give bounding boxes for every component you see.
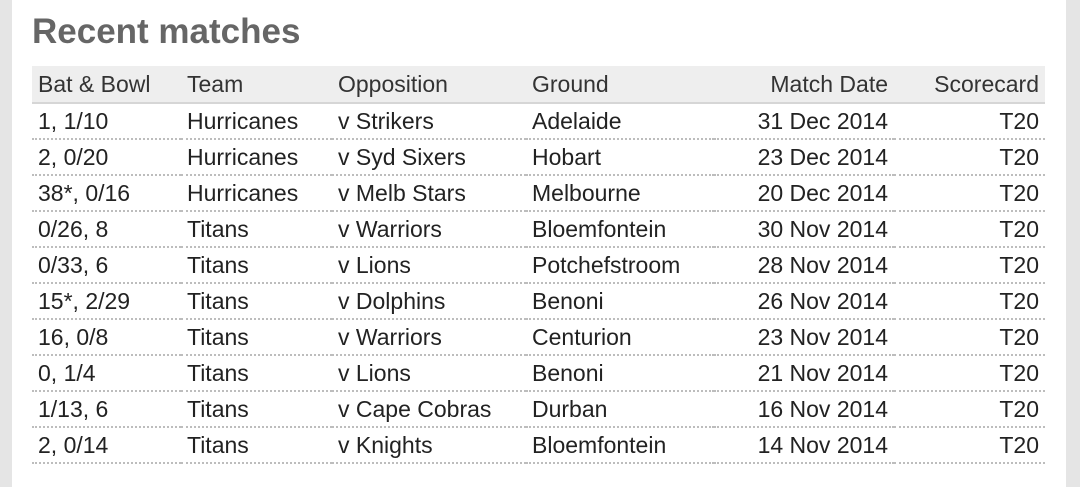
header-opposition: Opposition: [332, 66, 526, 104]
opposition-link[interactable]: v Dolphins: [332, 283, 526, 320]
match-date-link[interactable]: 26 Nov 2014: [714, 283, 894, 320]
opposition-link[interactable]: v Warriors: [332, 211, 526, 248]
team-link[interactable]: Hurricanes: [181, 175, 332, 212]
opposition-link[interactable]: v Lions: [332, 247, 526, 284]
ground-link[interactable]: Centurion: [526, 319, 714, 356]
scorecard-link[interactable]: T20: [894, 175, 1045, 212]
ground-link[interactable]: Durban: [526, 391, 714, 428]
section-title: Recent matches: [32, 12, 301, 51]
table-row: 0, 1/4 Titans v Lions Benoni 21 Nov 2014 T20: [32, 355, 1045, 392]
table-row: 2, 0/20 Hurricanes v Syd Sixers Hobart 23 De…: [32, 139, 1045, 176]
bat-bowl-cell: 0/33, 6: [32, 247, 181, 284]
scorecard-link[interactable]: T20: [894, 211, 1045, 248]
scorecard-link[interactable]: T20: [894, 391, 1045, 428]
scorecard-link[interactable]: T20: [894, 139, 1045, 176]
header-scorecard: Scorecard: [894, 66, 1045, 104]
table-row: 1, 1/10 Hurricanes v Strikers Adelaide 31 De…: [32, 103, 1045, 140]
match-date-link[interactable]: 14 Nov 2014: [714, 427, 894, 464]
team-link[interactable]: Titans: [181, 319, 332, 356]
table-row: 15*, 2/29 Titans v Dolphins Benoni 26 Nov 20…: [32, 283, 1045, 320]
match-date-link[interactable]: 28 Nov 2014: [714, 247, 894, 284]
bat-bowl-cell: 1/13, 6: [32, 391, 181, 428]
table-row: 2, 0/14 Titans v Knights Bloemfontein 14 Nov…: [32, 427, 1045, 464]
bat-bowl-cell: 0/26, 8: [32, 211, 181, 248]
bat-bowl-cell: 16, 0/8: [32, 319, 181, 356]
team-link[interactable]: Titans: [181, 211, 332, 248]
team-link[interactable]: Hurricanes: [181, 103, 332, 140]
team-link[interactable]: Titans: [181, 247, 332, 284]
table-row: 0/33, 6 Titans v Lions Potchefstroom 28 Nov …: [32, 247, 1045, 284]
bat-bowl-cell: 0, 1/4: [32, 355, 181, 392]
table-header-row: Bat & Bowl Team Opposition Ground Match …: [32, 66, 1045, 104]
header-ground: Ground: [526, 66, 714, 104]
opposition-link[interactable]: v Knights: [332, 427, 526, 464]
table-body: 1, 1/10 Hurricanes v Strikers Adelaide 31 De…: [32, 103, 1045, 464]
bat-bowl-cell: 2, 0/14: [32, 427, 181, 464]
team-link[interactable]: Titans: [181, 283, 332, 320]
ground-link[interactable]: Melbourne: [526, 175, 714, 212]
header-bat-bowl: Bat & Bowl: [32, 66, 181, 104]
ground-link[interactable]: Bloemfontein: [526, 427, 714, 464]
ground-link[interactable]: Potchefstroom: [526, 247, 714, 284]
opposition-link[interactable]: v Melb Stars: [332, 175, 526, 212]
team-link[interactable]: Titans: [181, 355, 332, 392]
scorecard-link[interactable]: T20: [894, 103, 1045, 140]
bat-bowl-cell: 2, 0/20: [32, 139, 181, 176]
opposition-link[interactable]: v Warriors: [332, 319, 526, 356]
scorecard-link[interactable]: T20: [894, 319, 1045, 356]
match-date-link[interactable]: 23 Nov 2014: [714, 319, 894, 356]
team-link[interactable]: Titans: [181, 391, 332, 428]
bat-bowl-cell: 15*, 2/29: [32, 283, 181, 320]
ground-link[interactable]: Adelaide: [526, 103, 714, 140]
match-date-link[interactable]: 20 Dec 2014: [714, 175, 894, 212]
match-date-link[interactable]: 16 Nov 2014: [714, 391, 894, 428]
header-team: Team: [181, 66, 332, 104]
recent-matches-card: Recent matches Bat & Bowl Team Oppositio…: [12, 0, 1066, 487]
table-row: 38*, 0/16 Hurricanes v Melb Stars Melbourne…: [32, 175, 1045, 212]
table-row: 0/26, 8 Titans v Warriors Bloemfontein 30 No…: [32, 211, 1045, 248]
ground-link[interactable]: Benoni: [526, 355, 714, 392]
opposition-link[interactable]: v Cape Cobras: [332, 391, 526, 428]
bat-bowl-cell: 1, 1/10: [32, 103, 181, 140]
match-date-link[interactable]: 23 Dec 2014: [714, 139, 894, 176]
table-row: 16, 0/8 Titans v Warriors Centurion 23 Nov 2…: [32, 319, 1045, 356]
opposition-link[interactable]: v Strikers: [332, 103, 526, 140]
opposition-link[interactable]: v Lions: [332, 355, 526, 392]
ground-link[interactable]: Bloemfontein: [526, 211, 714, 248]
header-match-date: Match Date: [714, 66, 894, 104]
match-date-link[interactable]: 31 Dec 2014: [714, 103, 894, 140]
ground-link[interactable]: Benoni: [526, 283, 714, 320]
scorecard-link[interactable]: T20: [894, 355, 1045, 392]
match-date-link[interactable]: 30 Nov 2014: [714, 211, 894, 248]
scorecard-link[interactable]: T20: [894, 247, 1045, 284]
table-row: 1/13, 6 Titans v Cape Cobras Durban 16 Nov 2…: [32, 391, 1045, 428]
bat-bowl-cell: 38*, 0/16: [32, 175, 181, 212]
team-link[interactable]: Hurricanes: [181, 139, 332, 176]
scorecard-link[interactable]: T20: [894, 427, 1045, 464]
match-date-link[interactable]: 21 Nov 2014: [714, 355, 894, 392]
ground-link[interactable]: Hobart: [526, 139, 714, 176]
team-link[interactable]: Titans: [181, 427, 332, 464]
scorecard-link[interactable]: T20: [894, 283, 1045, 320]
recent-matches-table: Bat & Bowl Team Opposition Ground Match …: [32, 66, 1045, 464]
opposition-link[interactable]: v Syd Sixers: [332, 139, 526, 176]
